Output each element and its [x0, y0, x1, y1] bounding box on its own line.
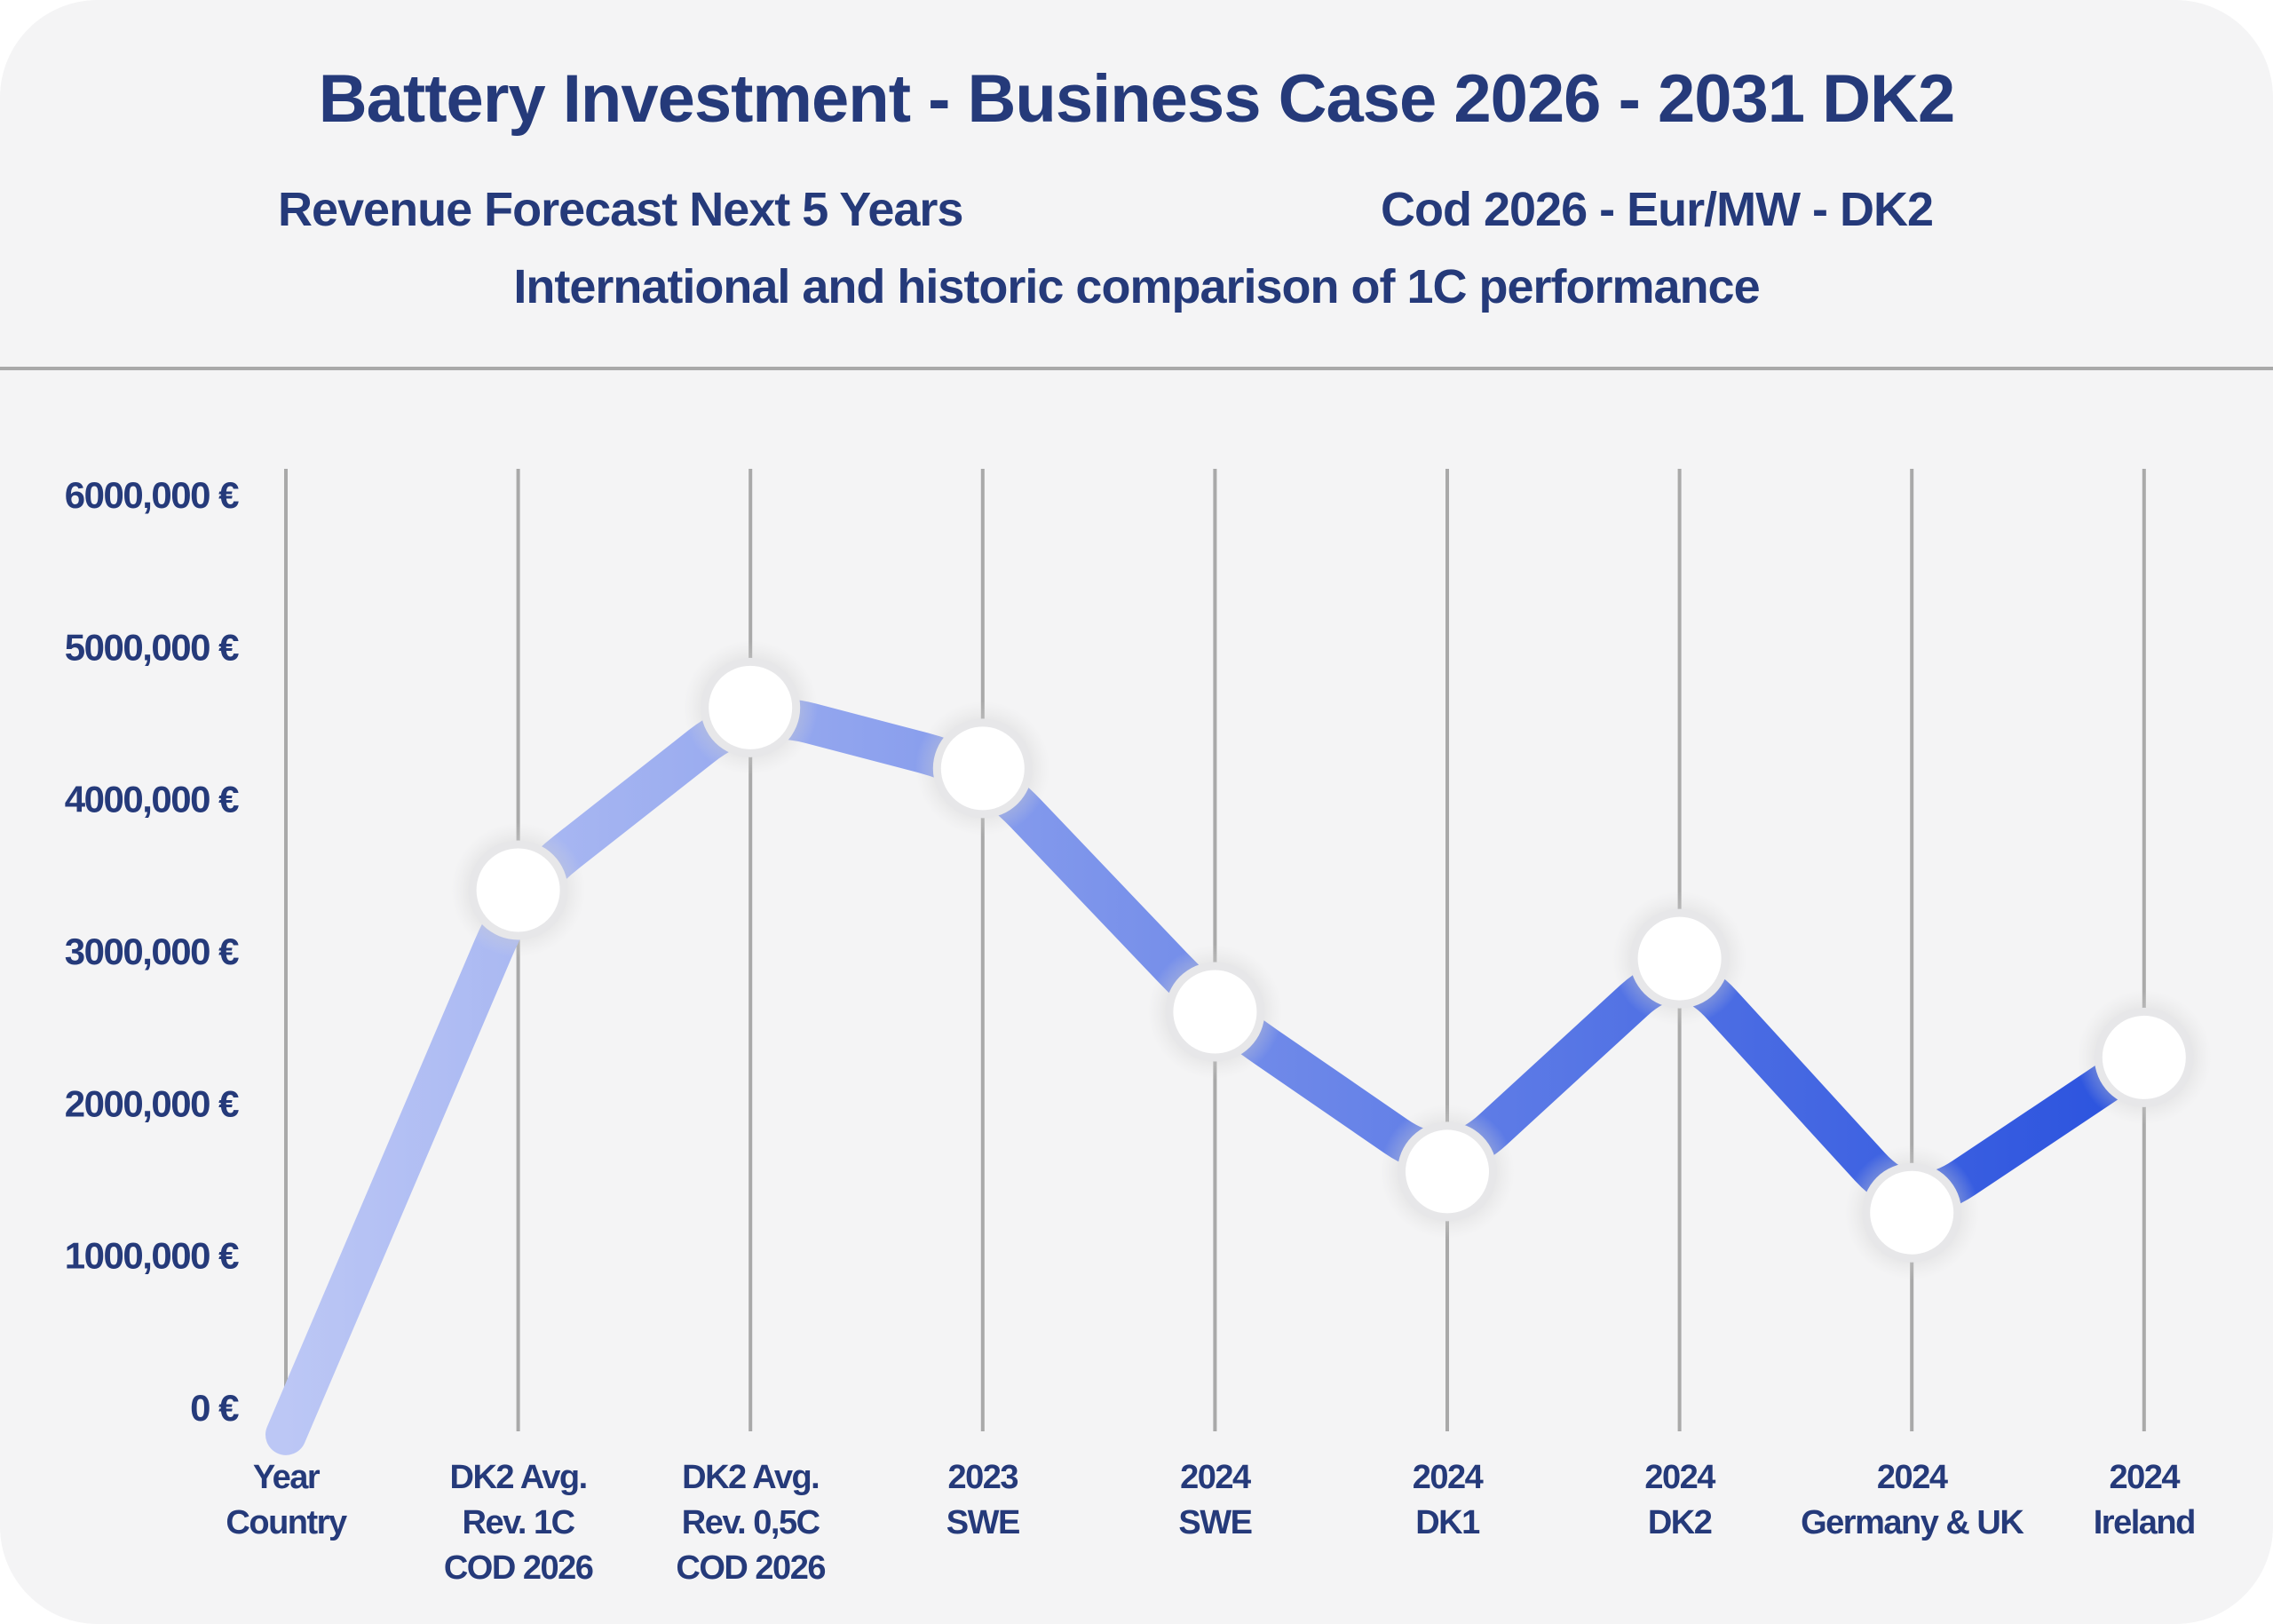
y-tick-label: 0 €: [190, 1387, 239, 1429]
data-point: [2076, 989, 2212, 1125]
data-point: [1380, 1104, 1515, 1240]
data-point-marker: [940, 726, 1025, 811]
data-point: [1612, 891, 1747, 1026]
x-axis: Year Country DK2 Avg. Rev. 1C COD 2026 DK2 Av…: [226, 1459, 2196, 1587]
header-divider: [0, 367, 2273, 370]
y-tick-label: 1000,000 €: [65, 1235, 239, 1277]
y-tick-label: 5000,000 €: [65, 626, 239, 668]
chart-title: Battery Investment - Business Case 2026 …: [318, 61, 1955, 137]
y-tick-label: 4000,000 €: [65, 779, 239, 820]
data-point: [450, 822, 586, 958]
x-tick-label: 2024 DK1: [1413, 1459, 1484, 1541]
y-tick-label: 2000,000 €: [65, 1082, 239, 1124]
data-point: [1844, 1145, 1980, 1280]
data-point: [683, 639, 819, 775]
data-point-marker: [2102, 1015, 2186, 1099]
x-tick-label: 2024 Germany & UK: [1801, 1459, 2024, 1541]
data-point: [915, 701, 1050, 836]
y-axis: 6000,000 € 5000,000 € 4000,000 € 3000,000 €…: [65, 474, 241, 1429]
data-points: [450, 639, 2212, 1280]
subtitle-right: Cod 2026 - Eur/MW - DK2: [1381, 183, 1934, 236]
y-tick-label: 6000,000 €: [65, 474, 239, 516]
subtitle-center: International and historic comparison of…: [513, 260, 1760, 313]
y-tick-label: 3000,000 €: [65, 931, 239, 972]
data-point: [1147, 944, 1283, 1080]
x-tick-label: 2024 DK2: [1644, 1459, 1715, 1541]
x-tick-label: 2024 SWE: [1178, 1459, 1251, 1541]
x-tick-label: DK2 Avg. Rev. 1C COD 2026: [444, 1459, 593, 1587]
data-point-marker: [1637, 916, 1722, 1001]
x-tick-label: 2024 Ireland: [2094, 1459, 2195, 1541]
x-tick-label: Year Country: [226, 1459, 347, 1541]
data-point-marker: [709, 665, 793, 749]
data-point-marker: [476, 848, 560, 932]
x-tick-label: DK2 Avg. Rev. 0,5C COD 2026: [676, 1459, 825, 1587]
data-point-marker: [1173, 970, 1257, 1054]
data-point-marker: [1870, 1170, 1954, 1255]
data-point-marker: [1406, 1129, 1489, 1214]
x-tick-label: 2023 SWE: [946, 1459, 1019, 1541]
subtitle-left: Revenue Forecast Next 5 Years: [278, 183, 963, 236]
